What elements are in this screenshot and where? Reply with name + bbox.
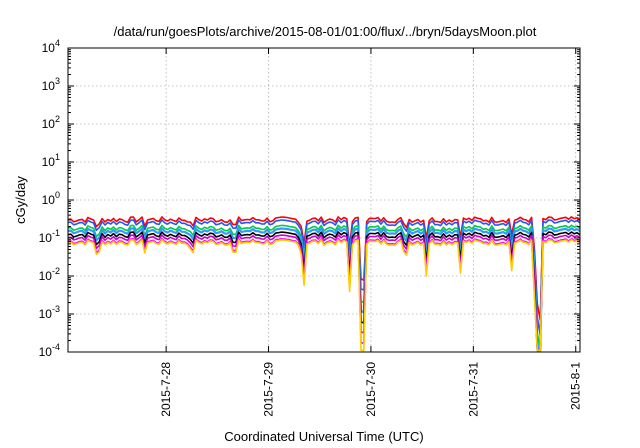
y-axis-label: cGy/day (13, 176, 28, 224)
series-line (67, 234, 581, 352)
y-tick-label: 100 (42, 190, 60, 207)
series-line (67, 219, 581, 336)
x-axis-label: Coordinated Universal Time (UTC) (224, 429, 423, 444)
series-line (67, 227, 581, 352)
y-axis-ticks: 10-4 10-3 10-2 10-1 100 101 102 103 104 (39, 38, 580, 359)
series-line (67, 224, 581, 352)
series-line (67, 237, 581, 352)
y-tick-label: 10-1 (39, 228, 60, 245)
y-tick-label: 10-4 (39, 342, 60, 359)
grid-lines (68, 48, 580, 352)
series-line (67, 231, 581, 352)
x-tick-label: 2015-7-30 (364, 362, 378, 417)
series-line (67, 216, 581, 321)
y-tick-label: 10-3 (39, 304, 60, 321)
x-tick-label: 2015-8-1 (569, 362, 583, 410)
y-tick-label: 102 (42, 114, 60, 131)
x-tick-label: 2015-7-31 (466, 362, 480, 417)
x-axis-ticks: 2015-7-28 2015-7-29 2015-7-30 2015-7-31 2015… (159, 48, 583, 417)
y-tick-label: 101 (42, 152, 60, 169)
series-line (67, 239, 581, 352)
data-series (67, 216, 581, 352)
y-tick-label: 10-2 (39, 266, 60, 283)
y-tick-label: 103 (42, 76, 60, 93)
x-tick-label: 2015-7-29 (262, 362, 276, 417)
x-tick-label: 2015-7-28 (159, 362, 173, 417)
chart-title: /data/run/goesPlots/archive/2015-08-01/0… (114, 24, 537, 39)
y-tick-label: 104 (42, 38, 60, 55)
